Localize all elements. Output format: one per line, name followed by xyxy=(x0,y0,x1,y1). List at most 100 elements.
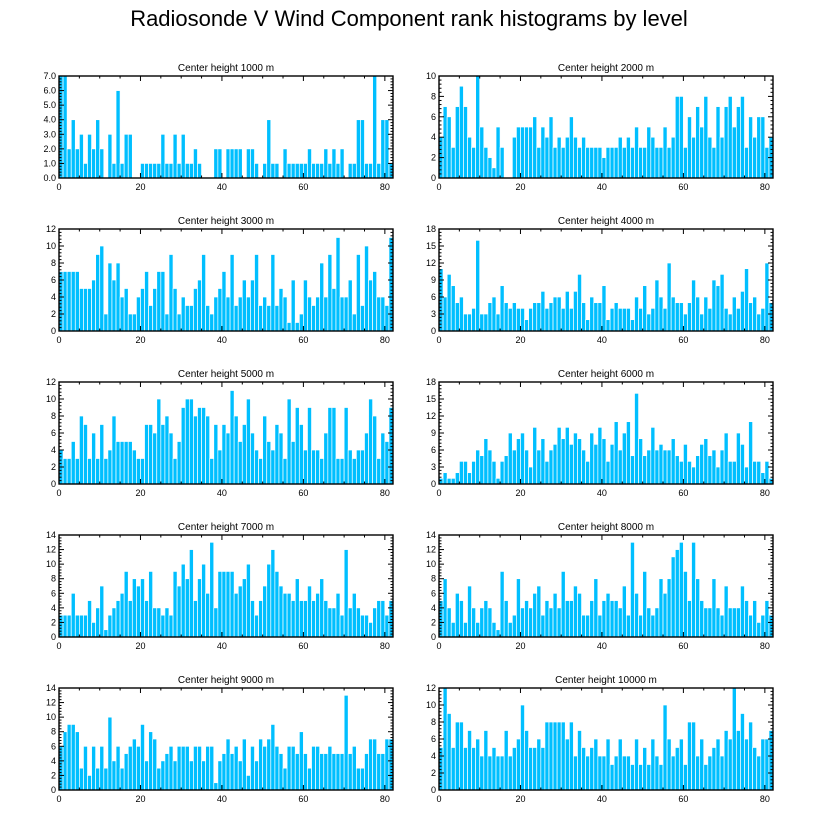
histogram-bar xyxy=(217,571,223,638)
histogram-bar xyxy=(589,747,595,791)
y-tick-label: 6 xyxy=(51,428,56,438)
histogram-bar xyxy=(609,147,615,179)
panel-title: Center height 3000 m xyxy=(178,216,274,227)
histogram-bar xyxy=(70,441,76,485)
histogram-bar xyxy=(364,753,369,791)
y-tick-label: 2 xyxy=(51,309,56,319)
histogram-bar xyxy=(140,724,145,791)
histogram-bar xyxy=(503,302,509,332)
histogram-bar xyxy=(119,767,125,791)
histogram-bar xyxy=(237,585,243,638)
histogram-bar xyxy=(83,424,88,485)
histogram-bar xyxy=(307,585,312,638)
histogram-bar xyxy=(193,745,198,791)
histogram-bar xyxy=(711,578,717,638)
histogram-bar xyxy=(103,629,109,638)
histogram-bar xyxy=(691,721,696,791)
histogram-bar xyxy=(156,398,162,485)
histogram-bar xyxy=(450,285,456,332)
histogram-bar xyxy=(544,721,550,791)
histogram-bar xyxy=(156,767,162,791)
histogram-bar xyxy=(581,302,586,332)
histogram-bar xyxy=(311,449,316,485)
histogram-bar xyxy=(707,136,713,179)
histogram-bar xyxy=(270,724,276,791)
histogram-bar xyxy=(662,592,668,638)
histogram-bar xyxy=(719,449,725,485)
histogram-bar xyxy=(103,313,109,332)
histogram-bar xyxy=(581,747,586,791)
histogram-bar xyxy=(246,563,251,638)
histogram-bar xyxy=(131,738,137,791)
histogram-bar xyxy=(731,126,737,179)
histogram-bar xyxy=(487,755,493,791)
y-tick-label: 12 xyxy=(426,258,436,268)
histogram-bar xyxy=(79,133,84,179)
histogram-bar xyxy=(723,307,729,332)
y-tick-label: 7.0 xyxy=(43,71,56,81)
histogram-bar xyxy=(148,305,154,332)
histogram-bar xyxy=(683,764,688,791)
histogram-bar xyxy=(74,731,80,791)
histogram-bar xyxy=(74,614,80,638)
histogram-bar xyxy=(119,296,125,332)
histogram-bar xyxy=(467,313,472,332)
histogram-bar xyxy=(95,119,101,179)
histogram-bar xyxy=(756,460,762,485)
histogram-bar xyxy=(258,738,264,791)
y-tick-label: 0 xyxy=(51,632,56,642)
histogram-bar xyxy=(475,449,481,485)
histogram-bar xyxy=(201,254,206,332)
histogram-bar xyxy=(335,753,341,791)
histogram-bar xyxy=(384,305,390,332)
histogram-bar xyxy=(282,458,288,485)
histogram-bar xyxy=(467,730,472,791)
histogram-bar xyxy=(678,738,684,791)
histogram-bar xyxy=(168,432,174,485)
histogram-bar xyxy=(152,163,158,179)
bar-group xyxy=(58,237,394,332)
histogram-bar xyxy=(556,721,562,791)
histogram-bar xyxy=(307,148,312,179)
histogram-bar xyxy=(294,407,300,485)
histogram-bar xyxy=(528,747,534,791)
y-tick-label: 4 xyxy=(431,132,436,142)
y-tick-label: 6 xyxy=(51,275,56,285)
histogram-bar xyxy=(507,755,513,791)
histogram-bar xyxy=(642,285,648,332)
histogram-bar xyxy=(95,607,101,638)
y-tick-label: 6 xyxy=(431,292,436,302)
histogram-bar xyxy=(156,271,162,332)
histogram-bar xyxy=(197,279,202,332)
histogram-bar xyxy=(735,432,741,485)
histogram-bar xyxy=(548,116,554,179)
histogram-bar xyxy=(707,455,713,485)
histogram-bar xyxy=(752,296,758,332)
histogram-bar xyxy=(581,136,586,179)
histogram-bar xyxy=(666,262,672,332)
histogram-bar xyxy=(507,622,513,638)
histogram-bar xyxy=(250,745,255,791)
x-tick-label: 80 xyxy=(760,794,770,804)
histogram-bar xyxy=(176,585,182,638)
x-tick-label: 20 xyxy=(515,641,525,651)
histogram-bar xyxy=(164,415,170,485)
histogram-bar xyxy=(626,136,631,179)
histogram-bar xyxy=(156,607,162,638)
histogram-bar xyxy=(180,133,186,179)
histogram-bar xyxy=(290,745,296,791)
histogram-bar xyxy=(188,398,194,485)
histogram-bar xyxy=(270,449,276,485)
histogram-bar xyxy=(735,106,741,179)
panel-2: Center height 2000 m 0 2 4 6 8 10 0 20 40 60 80 xyxy=(426,63,774,192)
histogram-bar xyxy=(471,147,477,179)
histogram-bar xyxy=(250,148,255,179)
histogram-bar xyxy=(577,273,582,332)
histogram-bar xyxy=(752,460,758,485)
histogram-bar xyxy=(351,313,357,332)
histogram-bar xyxy=(617,738,623,791)
x-tick-label: 60 xyxy=(678,182,688,192)
histogram-bar xyxy=(638,438,644,485)
histogram-bar xyxy=(450,747,456,791)
